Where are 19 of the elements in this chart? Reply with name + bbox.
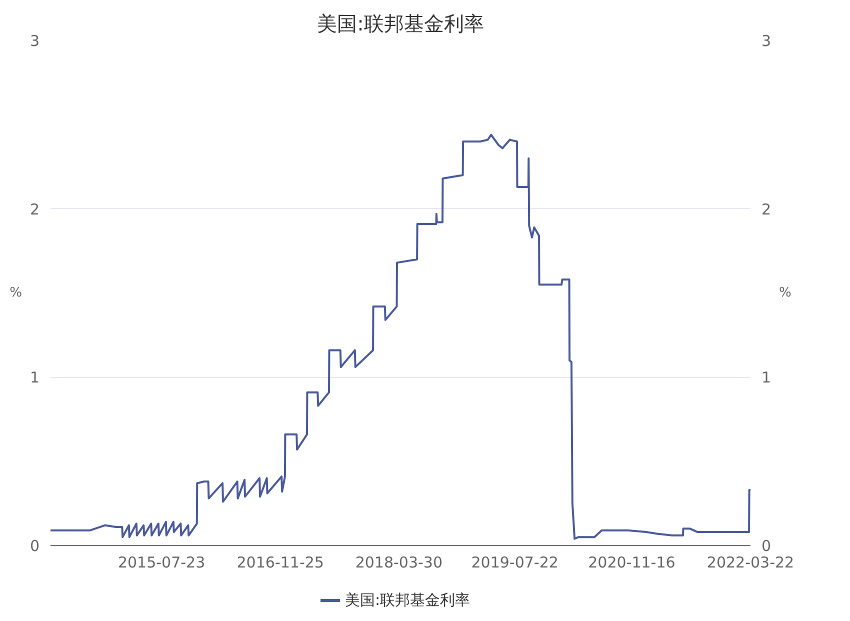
x-tick-label: 2019-07-22 — [471, 554, 558, 572]
x-tick-label: 2022-03-22 — [706, 554, 794, 572]
x-tick-label: 2015-07-23 — [118, 554, 206, 572]
y-axis-title: % — [10, 286, 22, 300]
y-tick-label: 0 — [30, 537, 40, 555]
y-tick-label: 3 — [30, 32, 40, 50]
line-series — [50, 134, 750, 540]
y2-axis-title: % — [779, 286, 792, 300]
chart-title: 美国:联邦基金利率 — [317, 12, 484, 36]
x-tick-label: 2018-03-30 — [355, 554, 443, 572]
legend-label: 美国:联邦基金利率 — [345, 590, 470, 610]
y2-tick-label: 3 — [762, 32, 772, 50]
x-tick-label: 2020-11-16 — [588, 554, 676, 572]
y2-tick-label: 0 — [762, 537, 772, 555]
y2-tick-label: 1 — [762, 368, 772, 387]
y-tick-label: 2 — [30, 200, 40, 218]
x-tick-label: 2016-11-25 — [236, 554, 324, 572]
y-tick-label: 1 — [30, 368, 40, 387]
y2-tick-label: 2 — [762, 200, 772, 218]
